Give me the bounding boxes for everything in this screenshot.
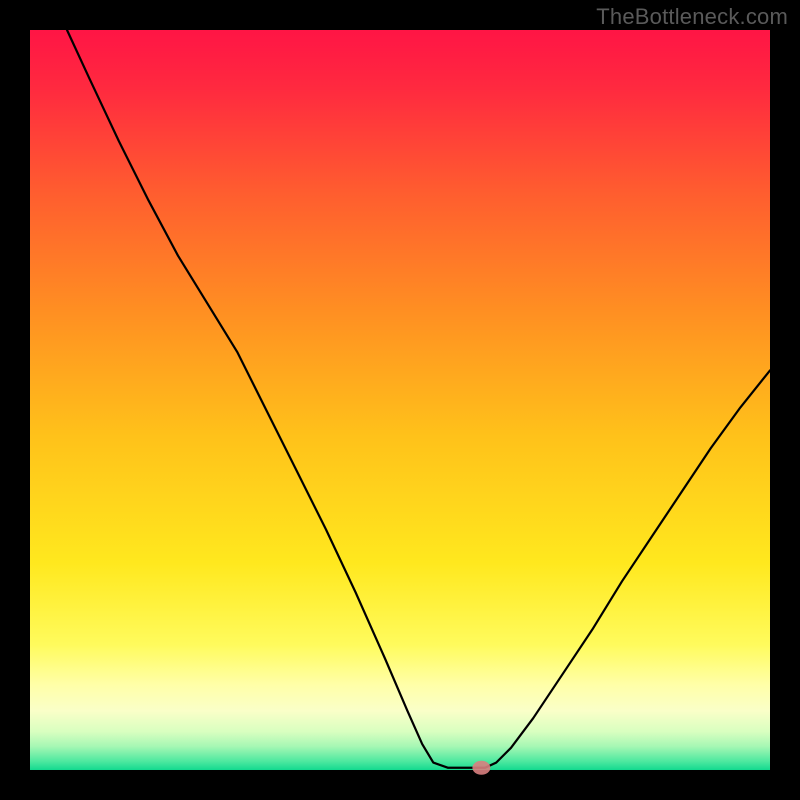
bottleneck-chart <box>0 0 800 800</box>
watermark-text: TheBottleneck.com <box>596 4 788 30</box>
optimal-point-marker <box>472 761 490 775</box>
chart-gradient-bg <box>30 30 770 770</box>
chart-frame: TheBottleneck.com <box>0 0 800 800</box>
